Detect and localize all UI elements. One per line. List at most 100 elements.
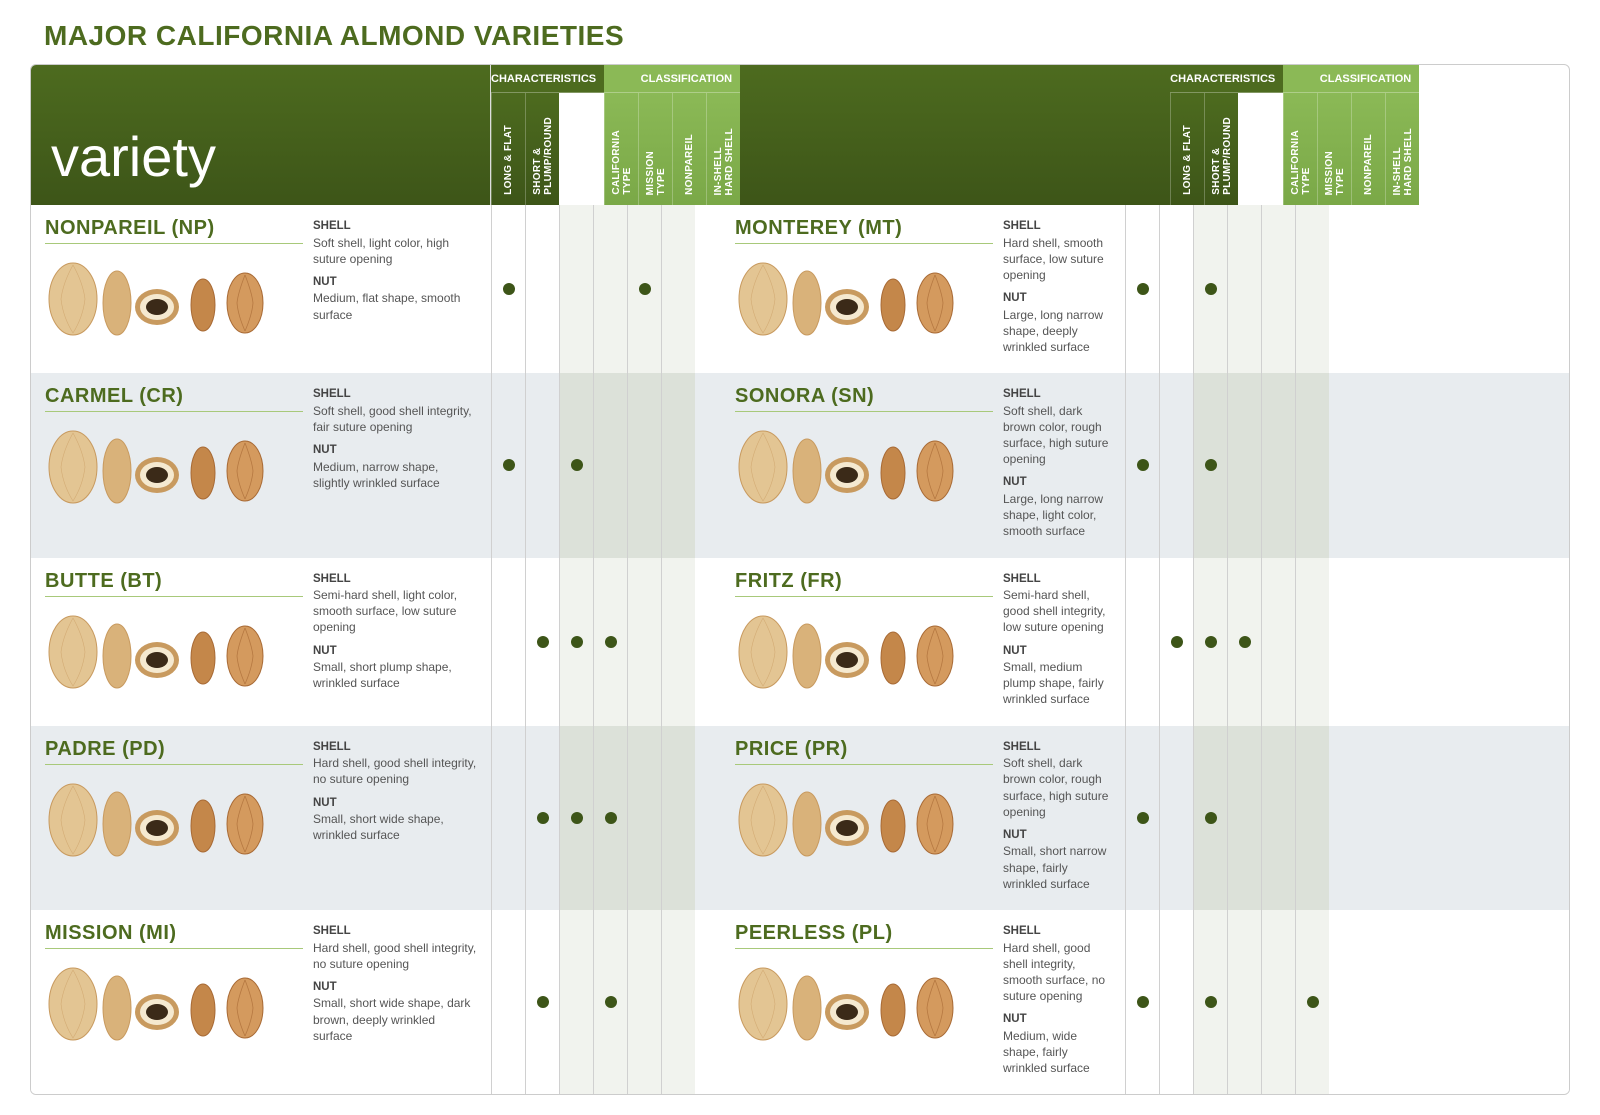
variety-description: SHELL Hard shell, good shell integrity, …	[1003, 922, 1111, 1084]
dot-cells	[1125, 373, 1329, 557]
characteristics-group: CHARACTERISTICS LONG & FLATSHORT & PLUMP…	[491, 65, 604, 205]
shell-text: Hard shell, smooth surface, low suture o…	[1003, 235, 1111, 284]
variety-name: PRICE (PR)	[735, 738, 993, 765]
dot-cell-mission	[593, 726, 627, 910]
dot-cell-mission	[1227, 373, 1261, 557]
variety-block: PRICE (PR) SHELL Soft shell, dark brown …	[695, 726, 1125, 910]
class-col-0: CALIFORNIA TYPE	[604, 93, 638, 205]
variety-name: CARMEL (CR)	[45, 385, 303, 412]
almond-illustration	[735, 774, 985, 862]
shell-label: SHELL	[1003, 924, 1111, 940]
characteristics-group: CHARACTERISTICS LONG & FLATSHORT & PLUMP…	[1170, 65, 1283, 205]
almond-images	[735, 420, 993, 510]
shell-text: Soft shell, good shell integrity, fair s…	[313, 403, 477, 435]
char-col-0: LONG & FLAT	[491, 93, 525, 205]
nut-label: NUT	[1003, 644, 1111, 660]
nut-text: Medium, wide shape, fairly wrinkled surf…	[1003, 1028, 1111, 1077]
nut-label: NUT	[1003, 291, 1111, 307]
dot-icon	[503, 283, 515, 295]
nut-label: NUT	[1003, 475, 1111, 491]
variety-block: MONTEREY (MT) SHELL Hard shell, smooth s…	[695, 205, 1125, 373]
data-row: CARMEL (CR) SHELL Soft shell, good shell…	[31, 373, 1569, 557]
dot-cell-california	[1193, 373, 1227, 557]
dot-cell-nonpareil	[1261, 558, 1295, 726]
dot-cell-mission	[1227, 726, 1261, 910]
nut-label: NUT	[313, 644, 477, 660]
dot-cell-short_plump	[1159, 373, 1193, 557]
classification-group: CLASSIFICATION CALIFORNIA TYPEMISSION TY…	[604, 65, 740, 205]
variety-description: SHELL Hard shell, good shell integrity, …	[313, 738, 477, 900]
dot-cell-short_plump	[525, 910, 559, 1094]
dot-cell-long_flat	[491, 558, 525, 726]
variety-name: PEERLESS (PL)	[735, 922, 993, 949]
dot-cell-short_plump	[525, 205, 559, 373]
class-col-1: MISSION TYPE	[638, 93, 672, 205]
shell-text: Soft shell, light color, high suture ope…	[313, 235, 477, 267]
dot-cell-inshell	[661, 205, 695, 373]
class-col-2: NONPAREIL	[1351, 93, 1385, 205]
nut-label: NUT	[1003, 1012, 1111, 1028]
class-col-2: NONPAREIL	[672, 93, 706, 205]
char-col-0: LONG & FLAT	[1170, 93, 1204, 205]
data-row: PADRE (PD) SHELL Hard shell, good shell …	[31, 726, 1569, 910]
almond-images	[45, 252, 303, 342]
nut-text: Large, long narrow shape, light color, s…	[1003, 491, 1111, 540]
dot-icon	[1239, 636, 1251, 648]
header-variety-cell: variety	[31, 65, 491, 205]
shell-label: SHELL	[1003, 219, 1111, 235]
dot-cells	[1125, 910, 1329, 1094]
dot-cell-inshell	[661, 910, 695, 1094]
almond-illustration	[45, 421, 295, 509]
variety-block: BUTTE (BT) SHELL Semi-hard shell, light …	[31, 558, 491, 726]
variety-name: BUTTE (BT)	[45, 570, 303, 597]
dot-icon	[1205, 283, 1217, 295]
data-row: BUTTE (BT) SHELL Semi-hard shell, light …	[31, 558, 1569, 726]
dot-cell-long_flat	[1125, 558, 1159, 726]
almond-illustration	[735, 606, 985, 694]
shell-text: Semi-hard shell, light color, smooth sur…	[313, 587, 477, 636]
nut-text: Small, short wide shape, dark brown, dee…	[313, 995, 477, 1044]
dot-icon	[571, 636, 583, 648]
dot-cell-mission	[593, 910, 627, 1094]
nut-label: NUT	[313, 796, 477, 812]
dot-cell-short_plump	[525, 558, 559, 726]
nut-text: Small, short plump shape, wrinkled surfa…	[313, 659, 477, 691]
shell-label: SHELL	[1003, 387, 1111, 403]
variety-name: MONTEREY (MT)	[735, 217, 993, 244]
dot-cells	[1125, 726, 1329, 910]
dot-icon	[1171, 636, 1183, 648]
dot-cell-california	[559, 558, 593, 726]
dot-cell-inshell	[661, 558, 695, 726]
dot-cell-nonpareil	[1261, 726, 1295, 910]
dot-cell-long_flat	[491, 205, 525, 373]
dot-cells	[491, 373, 695, 557]
dot-icon	[605, 996, 617, 1008]
header-columns-right: CHARACTERISTICS LONG & FLATSHORT & PLUMP…	[1170, 65, 1419, 205]
shell-text: Hard shell, good shell integrity, smooth…	[1003, 940, 1111, 1005]
dot-icon	[1137, 812, 1149, 824]
dot-cell-nonpareil	[1261, 910, 1295, 1094]
variety-block: FRITZ (FR) SHELL Semi-hard shell, good s…	[695, 558, 1125, 726]
nut-label: NUT	[313, 980, 477, 996]
dot-cell-mission	[1227, 910, 1261, 1094]
dot-icon	[537, 812, 549, 824]
almond-illustration	[45, 253, 295, 341]
dot-cell-nonpareil	[1261, 205, 1295, 373]
shell-label: SHELL	[1003, 740, 1111, 756]
dot-icon	[537, 996, 549, 1008]
variety-name: NONPAREIL (NP)	[45, 217, 303, 244]
dot-icon	[1205, 459, 1217, 471]
nut-label: NUT	[313, 443, 477, 459]
almond-illustration	[45, 774, 295, 862]
dot-cell-mission	[1227, 205, 1261, 373]
classification-header: CLASSIFICATION	[1283, 65, 1419, 93]
dot-cell-nonpareil	[627, 726, 661, 910]
dot-icon	[571, 812, 583, 824]
shell-label: SHELL	[313, 219, 477, 235]
dot-cell-california	[1193, 558, 1227, 726]
shell-label: SHELL	[313, 924, 477, 940]
dot-icon	[1137, 996, 1149, 1008]
dot-icon	[1137, 283, 1149, 295]
dot-icon	[1205, 636, 1217, 648]
nut-label: NUT	[313, 275, 477, 291]
